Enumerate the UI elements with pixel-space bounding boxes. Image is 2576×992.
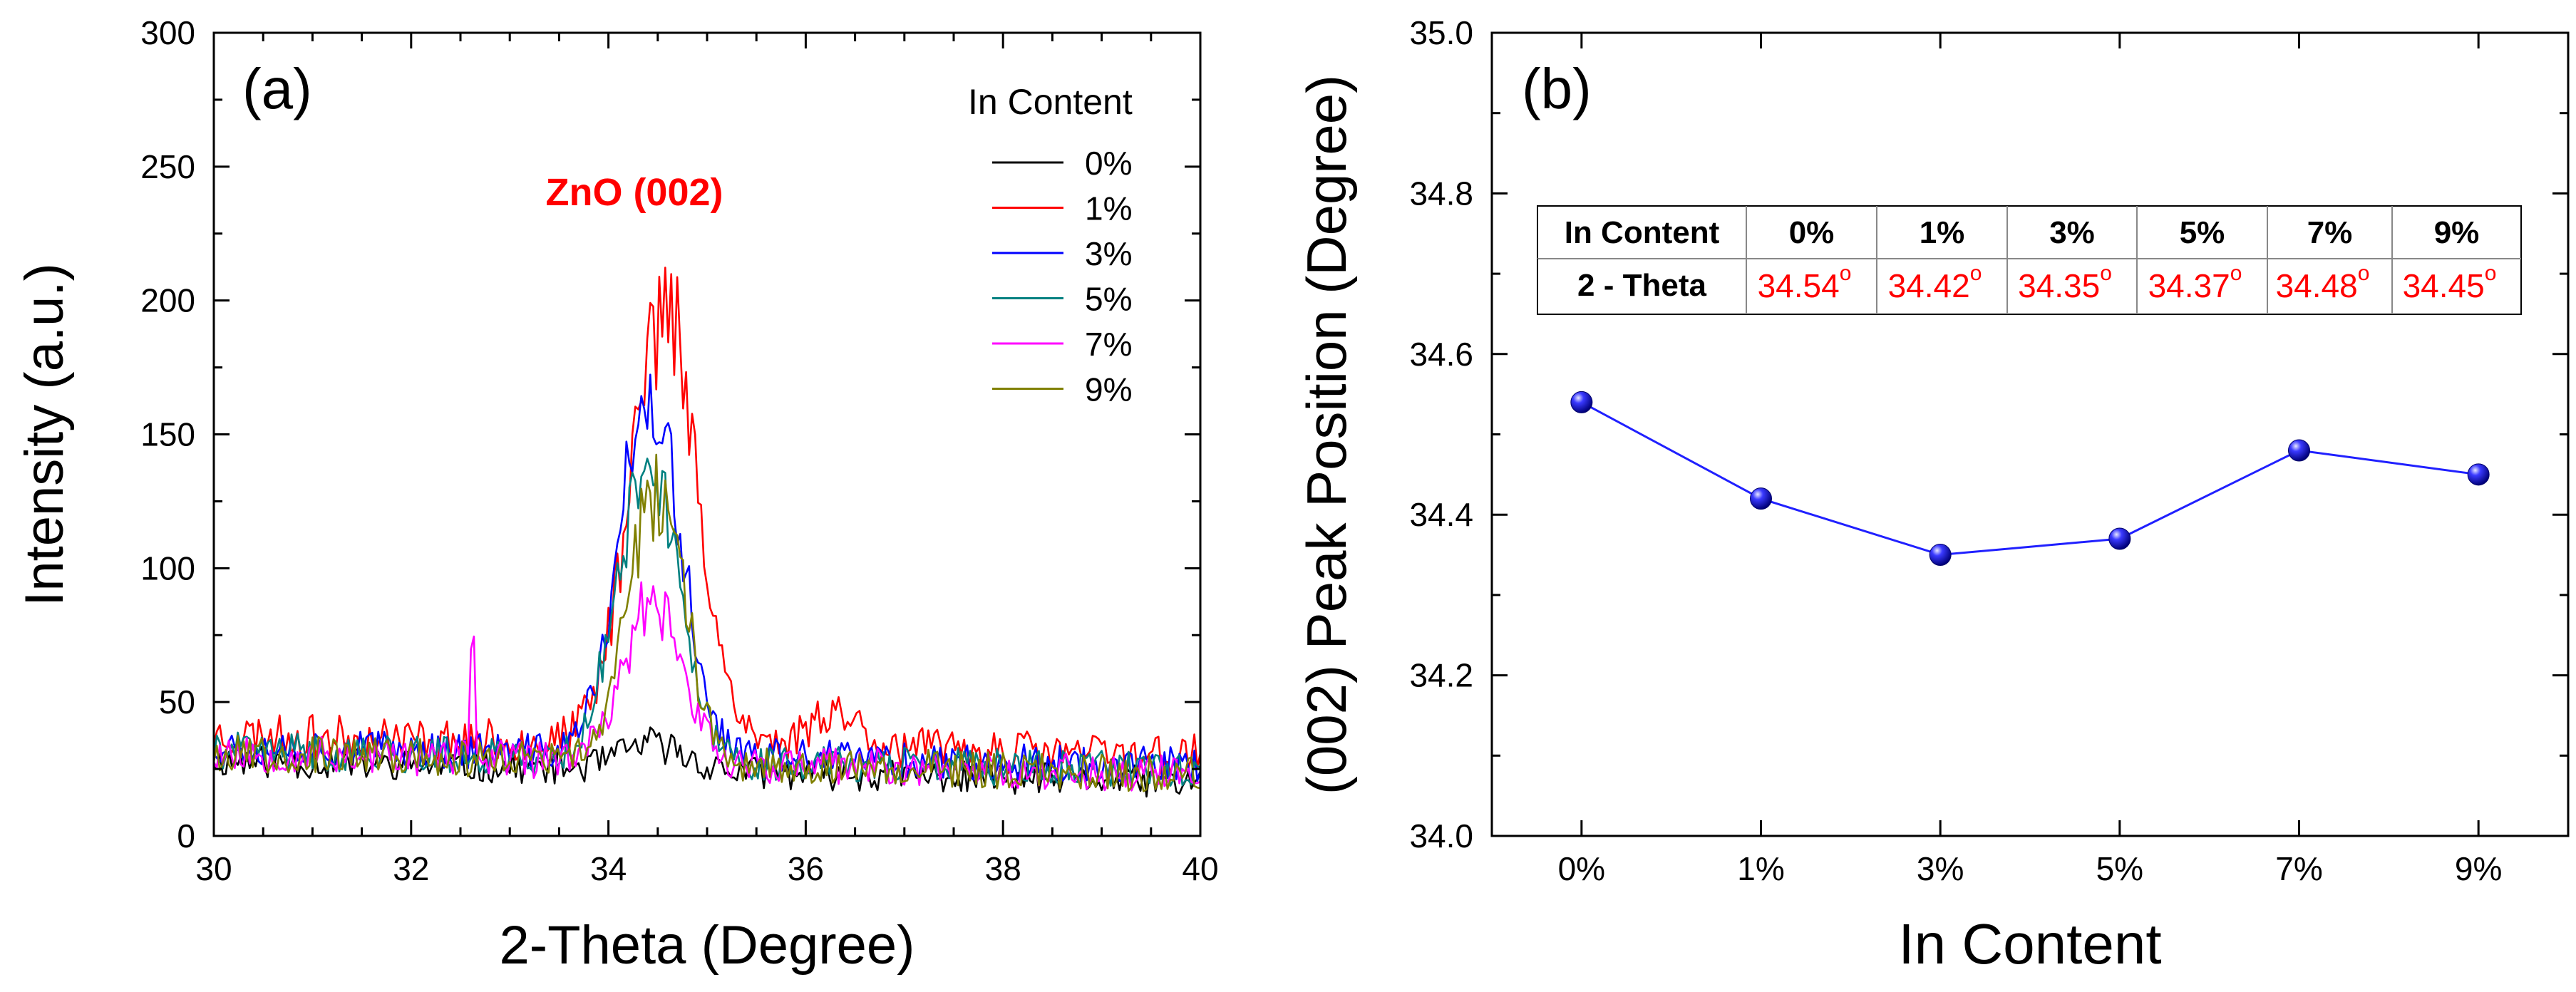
y-tick-label: 34.8 xyxy=(1409,175,1473,212)
degree-symbol: o xyxy=(2230,262,2242,285)
x-tick-label: 0% xyxy=(1558,850,1605,887)
table-column-header: 1% xyxy=(1920,215,1965,250)
legend-label: 9% xyxy=(1085,371,1132,408)
series-line-9pct xyxy=(212,453,1201,792)
table-value: 34.45o xyxy=(2403,262,2497,304)
peak-annotation: ZnO (002) xyxy=(545,171,723,214)
y-tick-label: 34.6 xyxy=(1409,336,1473,373)
table-column-header: 7% xyxy=(2307,215,2353,250)
degree-symbol: o xyxy=(1970,262,1982,285)
x-tick-label: 5% xyxy=(2096,850,2143,887)
peak-position-table: In Content 2 - Theta 0% 34.54o 1% 34.42o 3% 34.… xyxy=(1537,205,2522,315)
y-axis-label: (002) Peak Position (Degree) xyxy=(1295,75,1358,795)
series-line-7pct xyxy=(212,581,1201,792)
peak-position-line xyxy=(1581,401,2479,557)
data-point xyxy=(2467,463,2490,486)
data-point xyxy=(1750,487,1772,510)
legend: 0% 1% 3% 5% 7% 9% xyxy=(992,145,1132,408)
x-tick-label: 34 xyxy=(590,850,627,887)
x-tick-label: 30 xyxy=(195,850,232,887)
y-tick-label: 150 xyxy=(140,416,195,453)
legend-label: 7% xyxy=(1085,326,1132,363)
data-point xyxy=(1929,544,1952,567)
table-value: 34.37o xyxy=(2148,262,2242,304)
xrd-traces xyxy=(212,267,1202,798)
panel-a: 30 32 34 36 38 40 0 50 100 150 200 250 300 (a) ZnO … xyxy=(14,14,1219,976)
panel-b-label: (b) xyxy=(1522,57,1592,120)
x-tick-label: 36 xyxy=(788,850,824,887)
legend-label: 0% xyxy=(1085,145,1132,182)
x-axis-ticks: 0% 1% 3% 5% 7% 9% xyxy=(1558,33,2502,887)
table-value: 34.42o xyxy=(1888,262,1982,304)
y-tick-label: 200 xyxy=(140,282,195,319)
x-tick-label: 7% xyxy=(2275,850,2322,887)
x-axis-label: 2-Theta (Degree) xyxy=(500,915,915,976)
y-tick-label: 50 xyxy=(159,683,195,720)
y-tick-label: 34.0 xyxy=(1409,817,1473,854)
data-point xyxy=(2108,527,2131,550)
panel-b: 34.0 34.2 34.4 34.6 34.8 35.0 0% 1% 3% 5% 7% 9% (b… xyxy=(1295,14,2570,976)
y-tick-label: 100 xyxy=(140,549,195,587)
table-value: 34.35o xyxy=(2018,262,2112,304)
legend-label: 3% xyxy=(1085,235,1132,272)
degree-symbol: o xyxy=(2485,262,2497,285)
degree-symbol: o xyxy=(2358,262,2370,285)
legend-title: In Content xyxy=(968,82,1133,122)
y-tick-label: 34.2 xyxy=(1409,657,1473,694)
x-axis-label: In Content xyxy=(1898,912,2161,976)
table-row-label: 2 - Theta xyxy=(1577,268,1706,303)
x-axis-ticks: 30 32 34 36 38 40 xyxy=(195,33,1219,887)
x-tick-label: 38 xyxy=(985,850,1021,887)
y-tick-label: 300 xyxy=(140,14,195,51)
table-column-header: 3% xyxy=(2049,215,2095,250)
series-line-1pct xyxy=(212,267,1202,776)
table-column-header: 9% xyxy=(2434,215,2480,250)
x-tick-label: 3% xyxy=(1917,850,1964,887)
legend-label: 1% xyxy=(1085,190,1132,227)
data-point xyxy=(1570,391,1593,413)
x-tick-label: 1% xyxy=(1737,850,1784,887)
panel-a-label: (a) xyxy=(242,57,312,120)
table-column-header: 0% xyxy=(1789,215,1835,250)
y-tick-label: 0 xyxy=(177,817,195,854)
peak-position-series xyxy=(1570,391,2490,567)
legend-label: 5% xyxy=(1085,281,1132,318)
data-point xyxy=(2288,439,2310,462)
y-axis-ticks: 0 50 100 150 200 250 300 xyxy=(140,14,1200,854)
panel-b-frame xyxy=(1490,31,2570,837)
x-tick-label: 32 xyxy=(393,850,429,887)
degree-symbol: o xyxy=(1840,262,1852,285)
table-header-label: In Content xyxy=(1565,215,1720,250)
x-tick-label: 40 xyxy=(1182,850,1218,887)
y-axis-ticks: 34.0 34.2 34.4 34.6 34.8 35.0 xyxy=(1409,14,2568,854)
table-value: 34.48o xyxy=(2276,262,2370,304)
table-value: 34.54o xyxy=(1758,262,1852,304)
table-column-header: 5% xyxy=(2180,215,2225,250)
degree-symbol: o xyxy=(2100,262,2112,285)
x-tick-label: 9% xyxy=(2455,850,2502,887)
table-frame xyxy=(1537,205,2522,315)
panel-a-frame xyxy=(212,31,1202,837)
y-tick-label: 250 xyxy=(140,148,195,185)
y-tick-label: 35.0 xyxy=(1409,14,1473,51)
y-tick-label: 34.4 xyxy=(1409,496,1473,533)
y-axis-label: Intensity (a.u.) xyxy=(14,263,75,606)
